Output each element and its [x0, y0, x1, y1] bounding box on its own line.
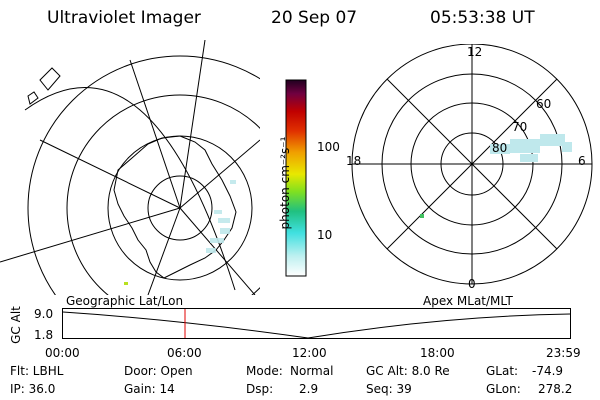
time-tick-1200: 12:00	[292, 346, 327, 360]
observation-date: 20 Sep 07	[271, 8, 358, 28]
geographic-panel-label: Geographic Lat/Lon	[66, 294, 184, 308]
door-status: Door: Open	[124, 364, 193, 378]
ip-status: IP: 36.0	[10, 382, 56, 396]
altitude-ytick-top: 9.0	[34, 307, 54, 321]
mode-label: Mode:	[246, 364, 283, 378]
dsp-value: 2.9	[299, 382, 319, 396]
glat-value: -74.9	[532, 364, 564, 378]
mlt-label-6: 6	[578, 154, 586, 168]
mlat-label-80: 80	[492, 141, 508, 155]
filter-status: Flt: LBHL	[10, 364, 64, 378]
altitude-ytick-bottom: 1.8	[34, 328, 54, 342]
photon-flux-colorbar	[285, 79, 307, 277]
time-tick-1800: 18:00	[420, 346, 455, 360]
mlat-label-70: 70	[512, 120, 528, 134]
mode-value: Normal	[290, 364, 334, 378]
colorbar-tick-100: 100	[317, 140, 340, 154]
time-tick-0600: 06:00	[167, 346, 202, 360]
glon-value: 278.2	[538, 382, 573, 396]
dsp-label: Dsp:	[246, 382, 274, 396]
geographic-map	[0, 40, 260, 295]
mlat-label-60: 60	[536, 97, 552, 111]
glon-label: GLon:	[486, 382, 521, 396]
observation-time: 05:53:38 UT	[430, 8, 535, 28]
colorbar-unit-label: photon cm⁻²s⁻¹	[278, 136, 292, 230]
sequence-status: Seq: 39	[366, 382, 412, 396]
gc-altitude-status: GC Alt: 8.0 Re	[366, 364, 450, 378]
colorbar-tick-10: 10	[317, 228, 333, 242]
mlt-label-12: 12	[467, 45, 483, 59]
altitude-timeline-chart	[62, 308, 571, 339]
mlt-label-18: 18	[346, 154, 362, 168]
apex-polar-plot	[351, 44, 593, 285]
mlt-label-0: 0	[468, 277, 476, 291]
glat-label: GLat:	[486, 364, 519, 378]
time-tick-0000: 00:00	[45, 346, 80, 360]
time-tick-2359: 23:59	[546, 346, 581, 360]
gain-status: Gain: 14	[124, 382, 175, 396]
apex-panel-label: Apex MLat/MLT	[423, 294, 513, 308]
instrument-title: Ultraviolet Imager	[47, 8, 201, 28]
altitude-ylabel: GC Alt	[9, 306, 23, 344]
